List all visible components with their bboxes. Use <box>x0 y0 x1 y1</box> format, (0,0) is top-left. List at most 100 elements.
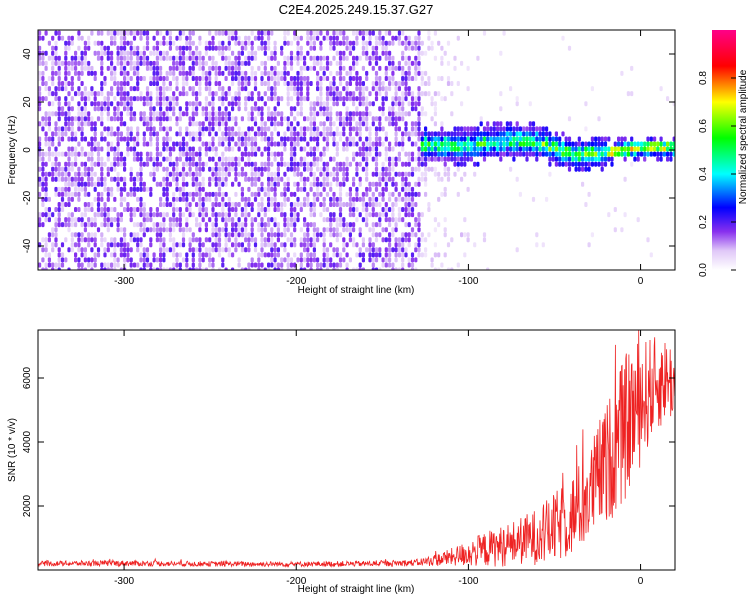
heatmap-cell <box>70 40 74 46</box>
heatmap-cell <box>240 222 244 228</box>
heatmap-cell <box>630 161 634 167</box>
heatmap-cell <box>515 146 519 152</box>
heatmap-cell <box>558 136 562 142</box>
heatmap-cell <box>198 121 202 127</box>
heatmap-cell <box>267 146 271 152</box>
heatmap-cell <box>257 212 261 218</box>
heatmap-cell <box>44 237 48 243</box>
heatmap-cell <box>172 247 176 253</box>
heatmap-cell <box>152 116 156 122</box>
heatmap-cell <box>270 76 274 81</box>
heatmap-cell <box>309 267 313 270</box>
heatmap-cell <box>496 126 500 132</box>
heatmap-cell <box>93 126 97 132</box>
heatmap-cell <box>378 35 382 41</box>
heatmap-cell <box>168 126 172 132</box>
heatmap-cell <box>136 156 140 162</box>
heatmap-cell <box>237 55 241 61</box>
heatmap-cell <box>613 227 617 233</box>
heatmap-cell <box>70 65 74 71</box>
heatmap-cell <box>224 212 228 218</box>
heatmap-cell <box>211 146 215 152</box>
heatmap-cell <box>126 91 130 97</box>
heatmap-cell <box>106 262 110 268</box>
heatmap-cell <box>204 237 208 243</box>
heatmap-cell <box>401 65 405 71</box>
heatmap-cell <box>558 141 562 147</box>
heatmap-cell <box>119 121 123 127</box>
heatmap-cell <box>123 65 127 71</box>
heatmap-cell <box>378 151 382 157</box>
heatmap-cell <box>325 217 330 223</box>
heatmap-cell <box>217 247 222 253</box>
heatmap-cell <box>404 176 408 182</box>
heatmap-cell <box>450 141 454 147</box>
heatmap-cell <box>185 171 189 177</box>
heatmap-cell <box>87 91 91 97</box>
heatmap-cell <box>293 136 297 142</box>
heatmap-cell <box>316 186 320 192</box>
heatmap-cell <box>639 141 644 147</box>
heatmap-cell <box>260 242 264 248</box>
heatmap-cell <box>577 151 581 157</box>
heatmap-cell <box>87 181 91 187</box>
heatmap-cell <box>267 141 271 147</box>
heatmap-cell <box>136 45 140 51</box>
heatmap-cell <box>116 101 120 107</box>
heatmap-cell <box>381 40 385 46</box>
heatmap-cell <box>70 60 74 66</box>
heatmap-cell <box>149 267 153 270</box>
heatmap-cell <box>374 222 379 228</box>
heatmap-cell <box>123 252 127 258</box>
heatmap-cell <box>352 65 356 71</box>
heatmap-cell <box>460 60 464 66</box>
heatmap-cell <box>397 116 401 122</box>
heatmap-cell <box>384 131 388 137</box>
heatmap-cell <box>460 146 464 152</box>
heatmap-cell <box>342 247 346 253</box>
heatmap-cell <box>659 151 663 157</box>
heatmap-cell <box>247 96 251 102</box>
heatmap-cell <box>221 212 225 218</box>
heatmap-cell <box>263 50 267 56</box>
heatmap-cell <box>322 186 326 192</box>
heatmap-cell <box>587 191 591 197</box>
heatmap-cell <box>306 86 310 92</box>
heatmap-cell <box>659 156 663 162</box>
heatmap-cell <box>162 50 166 56</box>
heatmap-cell <box>404 131 408 137</box>
heatmap-cell <box>214 131 218 137</box>
heatmap-cell <box>374 196 379 202</box>
heatmap-cell <box>244 267 248 270</box>
heatmap-cell <box>417 161 421 167</box>
heatmap-cell <box>417 116 421 122</box>
heatmap-cell <box>188 156 192 162</box>
heatmap-cell <box>401 101 405 107</box>
heatmap-cell <box>404 81 408 86</box>
heatmap-cell <box>338 257 343 263</box>
heatmap-cell <box>374 126 379 132</box>
heatmap-cell <box>600 136 604 142</box>
heatmap-cell <box>54 91 58 97</box>
heatmap-cell <box>244 76 248 81</box>
heatmap-cell <box>672 141 675 147</box>
heatmap-cell <box>70 222 74 228</box>
heatmap-cell <box>371 156 375 162</box>
heatmap-cell <box>41 257 45 263</box>
heatmap-cell <box>312 252 316 258</box>
heatmap-cell <box>74 217 78 223</box>
heatmap-cell <box>145 151 150 157</box>
heatmap-cell <box>208 81 212 86</box>
heatmap-cell <box>384 70 388 76</box>
heatmap-cell <box>38 86 42 92</box>
heatmap-cell <box>116 257 120 263</box>
heatmap-cell <box>525 136 529 142</box>
heatmap-cell <box>57 217 61 223</box>
heatmap-cell <box>407 151 411 157</box>
heatmap-cell <box>227 161 231 167</box>
heatmap-cell <box>132 207 137 212</box>
heatmap-cell <box>87 116 91 122</box>
heatmap-cell <box>103 126 107 132</box>
heatmap-cell <box>165 202 169 207</box>
heatmap-cell <box>296 217 300 223</box>
